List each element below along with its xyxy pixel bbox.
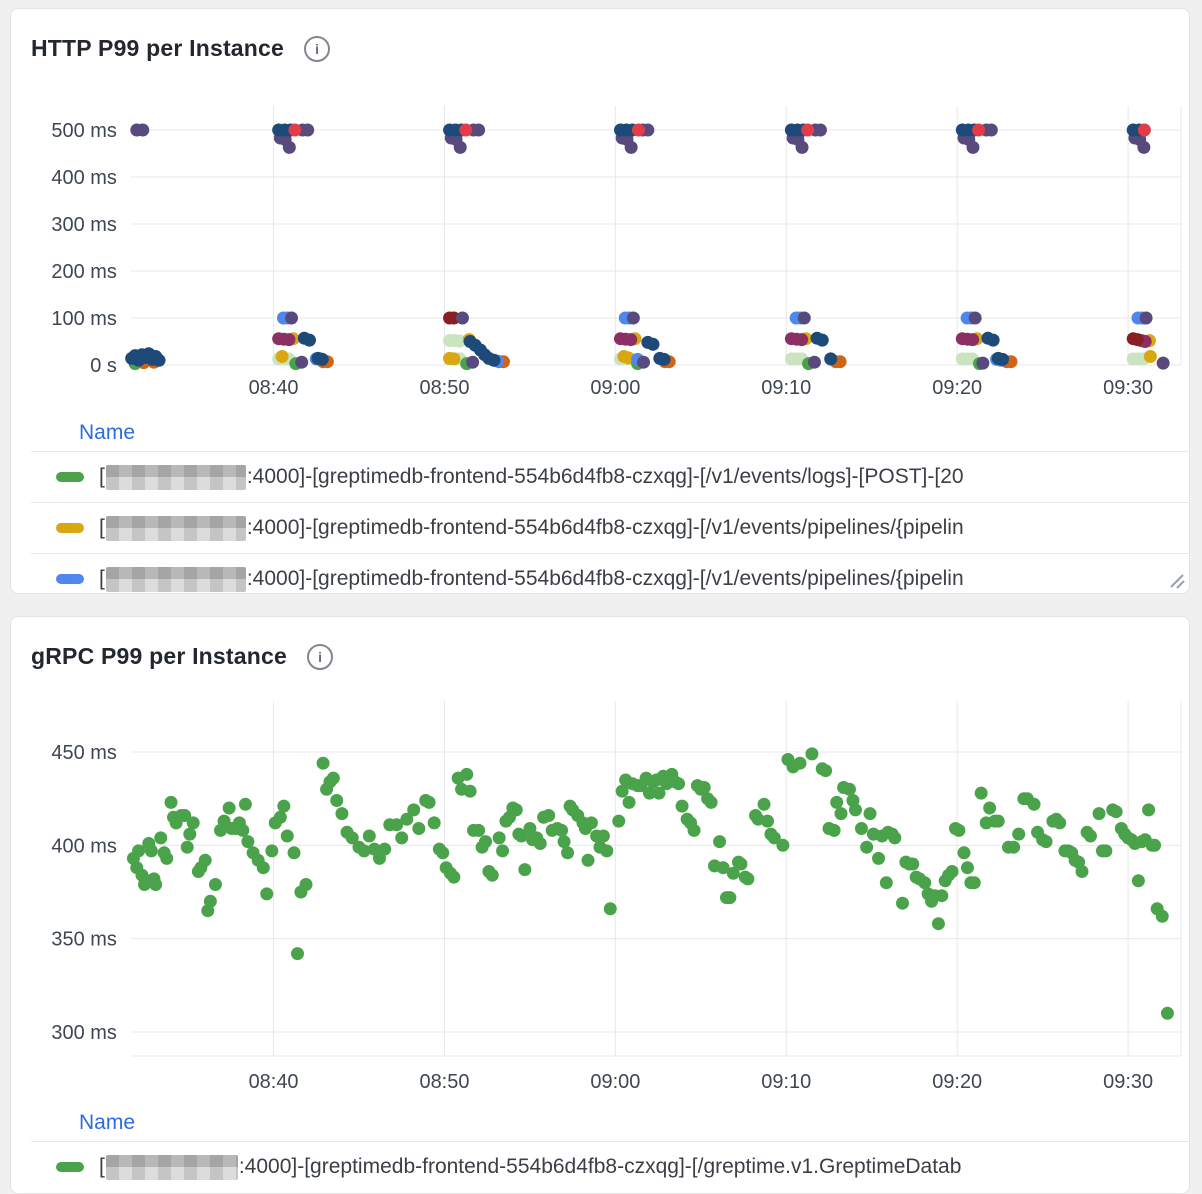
series-green xyxy=(128,357,986,371)
legend-name-header[interactable]: Name xyxy=(79,1110,136,1134)
legend-row[interactable]: [:4000]-[greptimedb-frontend-554b6d4fb8-… xyxy=(31,451,1189,502)
y-axis-tick: 0 s xyxy=(90,355,117,377)
series-red xyxy=(288,123,1151,137)
x-axis-tick: 09:30 xyxy=(1103,1071,1153,1092)
y-axis-tick: 450 ms xyxy=(51,742,116,764)
y-axis-tick: 400 ms xyxy=(51,167,116,189)
legend-label: [:4000]-[greptimedb-frontend-554b6d4fb8-… xyxy=(99,515,964,541)
x-axis-tick: 09:10 xyxy=(761,1071,811,1092)
legend-row[interactable]: [:4000]-[greptimedb-frontend-554b6d4fb8-… xyxy=(31,553,1189,593)
series-navy xyxy=(125,123,1146,367)
panel-http-p99: HTTP P99 per Instance i 500 ms 400 ms 300 … xyxy=(10,8,1190,594)
info-icon[interactable]: i xyxy=(304,35,331,62)
legend-marker xyxy=(56,523,84,533)
y-axis-tick: 300 ms xyxy=(51,214,116,236)
y-axis-tick: 300 ms xyxy=(51,1022,116,1044)
series-light-green xyxy=(272,334,1150,366)
x-axis-tick: 09:00 xyxy=(590,1071,640,1092)
x-axis-tick: 09:30 xyxy=(1103,377,1153,399)
x-axis-tick: 09:20 xyxy=(932,1071,982,1092)
legend-marker xyxy=(56,472,84,482)
legend-label: [:4000]-[greptimedb-frontend-554b6d4fb8-… xyxy=(99,1154,962,1180)
panel-grpc-p99: gRPC P99 per Instance i 450 ms 400 ms 350 … xyxy=(10,616,1190,1194)
grid-lines xyxy=(130,701,1182,1057)
panel-http-header: HTTP P99 per Instance i xyxy=(31,35,331,62)
http-p99-scatter-chart[interactable]: 500 ms 400 ms 300 ms 200 ms 100 ms 0 s 08:40 08… xyxy=(11,99,1190,404)
scatter-points xyxy=(126,747,1174,1020)
series-orange xyxy=(137,355,1018,370)
series-purple xyxy=(130,123,1170,370)
x-axis-tick: 09:10 xyxy=(761,377,811,399)
masked-host xyxy=(105,515,246,541)
y-axis-tick: 200 ms xyxy=(51,261,116,283)
y-axis-tick: 500 ms xyxy=(51,120,116,142)
x-axis-tick: 08:50 xyxy=(419,377,469,399)
legend-rows: [:4000]-[greptimedb-frontend-554b6d4fb8-… xyxy=(31,451,1189,593)
grpc-p99-scatter-chart[interactable]: 450 ms 400 ms 350 ms 300 ms 08:40 08:50 09:00 0… xyxy=(11,697,1190,1092)
y-axis-tick: 400 ms xyxy=(51,835,116,857)
legend-marker xyxy=(56,1162,84,1172)
x-axis-tick: 09:00 xyxy=(590,377,640,399)
x-axis-tick: 08:40 xyxy=(249,377,299,399)
masked-host xyxy=(105,464,246,490)
series-frontend-grpc xyxy=(126,747,1174,1020)
x-axis-tick: 08:40 xyxy=(249,1071,299,1092)
legend-row[interactable]: [:4000]-[greptimedb-frontend-554b6d4fb8-… xyxy=(31,502,1189,553)
y-axis-tick: 350 ms xyxy=(51,929,116,951)
x-axis-tick: 08:50 xyxy=(419,1071,469,1092)
legend-name-header[interactable]: Name xyxy=(79,420,136,444)
legend-rows: [:4000]-[greptimedb-frontend-554b6d4fb8-… xyxy=(31,1141,1189,1192)
x-axis-tick: 09:20 xyxy=(932,377,982,399)
series-plum xyxy=(272,332,1152,348)
info-icon[interactable]: i xyxy=(307,643,334,670)
masked-host xyxy=(105,1154,238,1180)
series-yellow xyxy=(275,332,1157,366)
panel-resize-handle[interactable] xyxy=(1167,571,1185,589)
series-blue xyxy=(276,311,1149,368)
grpc-legend: Name [:4000]-[greptimedb-frontend-554b6d… xyxy=(31,1104,1189,1192)
page-title: HTTP P99 per Instance xyxy=(31,35,285,61)
legend-marker xyxy=(56,574,84,584)
legend-row[interactable]: [:4000]-[greptimedb-frontend-554b6d4fb8-… xyxy=(31,1141,1189,1192)
legend-label: [:4000]-[greptimedb-frontend-554b6d4fb8-… xyxy=(99,566,964,592)
scatter-points xyxy=(125,123,1170,371)
resize-grip-icon xyxy=(1170,574,1185,589)
page-title-grpc: gRPC P99 per Instance xyxy=(31,643,288,669)
http-legend: Name [:4000]-[greptimedb-frontend-554b6d… xyxy=(31,414,1189,593)
masked-host xyxy=(105,566,246,592)
legend-label: [:4000]-[greptimedb-frontend-554b6d4fb8-… xyxy=(99,464,964,490)
panel-grpc-header: gRPC P99 per Instance i xyxy=(31,643,334,670)
y-axis-tick: 100 ms xyxy=(51,308,116,330)
